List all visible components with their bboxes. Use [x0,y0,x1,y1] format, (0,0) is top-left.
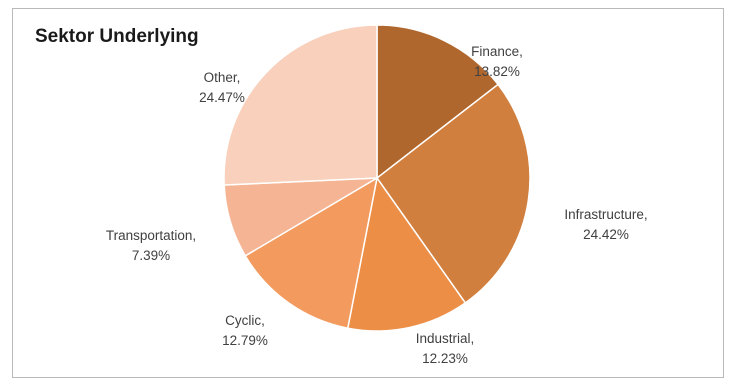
slice-label-infrastructure: Infrastructure, 24.42% [564,207,647,242]
pie-slice-industrial [346,176,467,332]
pie-slice-finance [376,24,500,180]
slice-label-other: Other, 24.47% [199,70,245,105]
slice-label-finance: Finance, 13.82% [471,44,523,79]
pie-slice-other [223,24,378,186]
pie-slice-infrastructure [375,83,531,304]
pie-labels: Finance, 13.82% Infrastructure, 24.42% Indus… [106,44,648,365]
slice-label-transportation: Transportation, 7.39% [106,228,196,263]
pie-slice-cyclic [244,176,379,330]
pie-chart: Finance, 13.82% Infrastructure, 24.42% Indus… [106,24,648,365]
pie-slices [223,24,531,332]
slice-label-cyclic: Cyclic, 12.79% [222,313,268,348]
slice-label-industrial: Industrial, 12.23% [416,331,475,365]
chart-title: Sektor Underlying [35,26,199,47]
